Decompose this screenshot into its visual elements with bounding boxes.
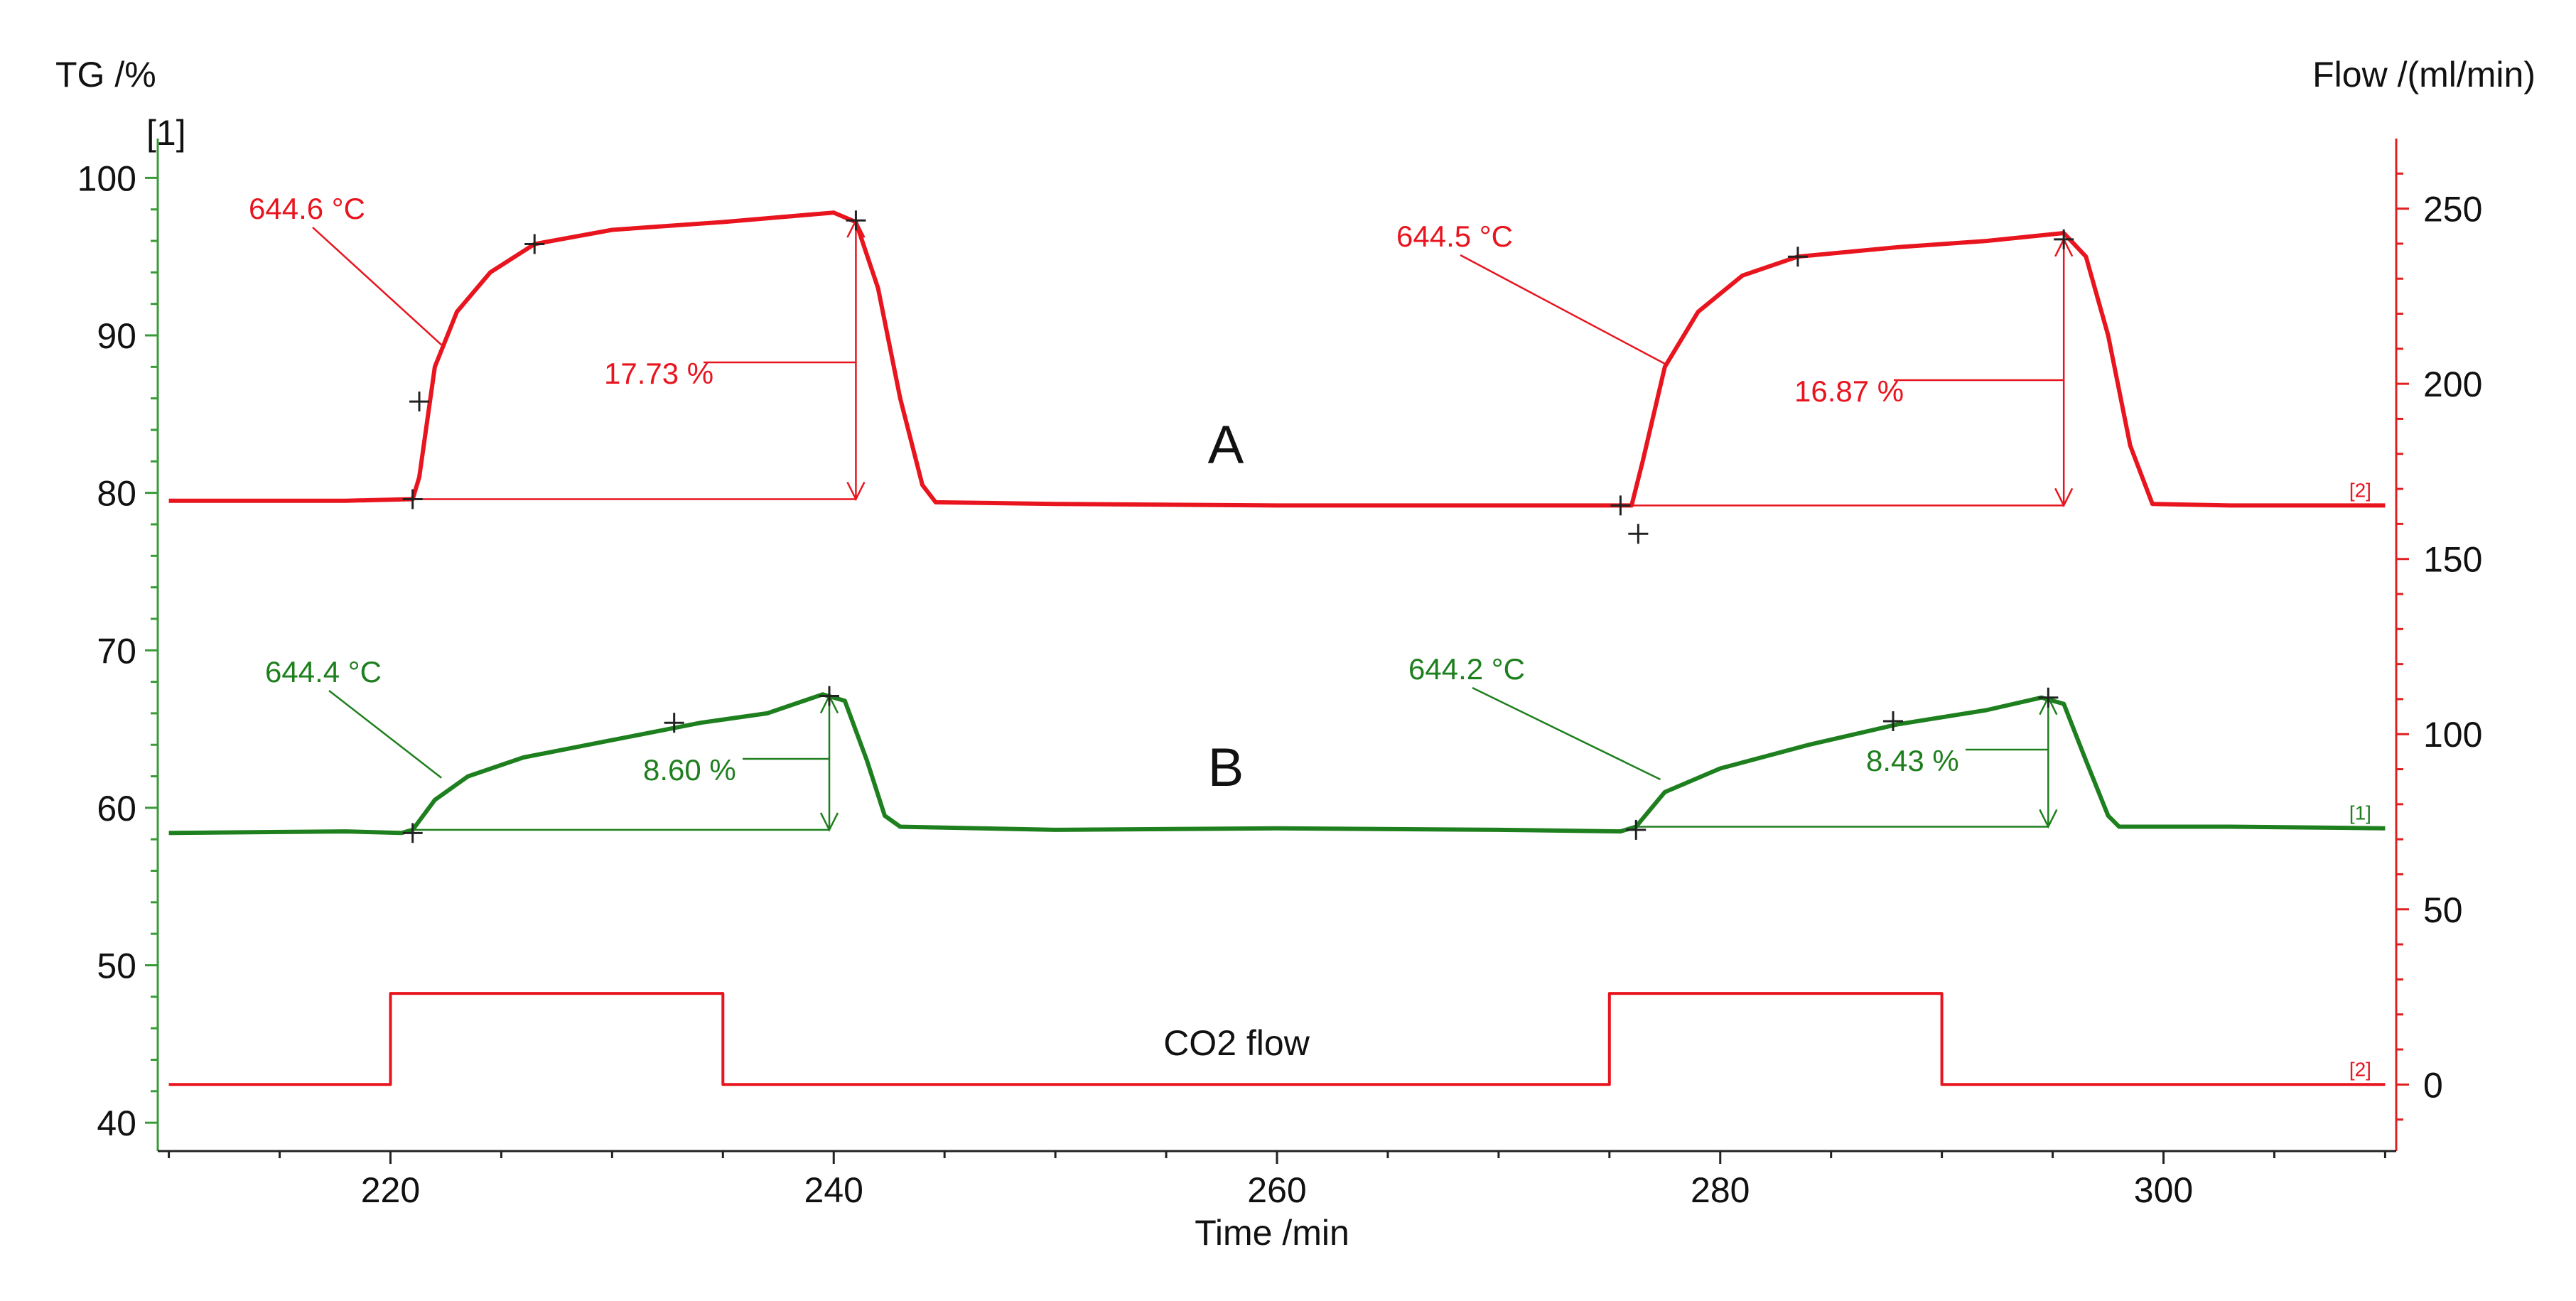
co2-flow-line [168,992,2386,1086]
right-tick-label: 250 [2423,190,2482,230]
onset-leader-line [1460,254,1666,365]
series-label-a: A [1208,415,1244,475]
cross-marker [402,823,423,843]
cross-marker [409,392,430,412]
co2-flow-tag: [2] [2349,1058,2371,1080]
x-axis-title: Time /min [1195,1213,1349,1253]
onset-temperature-label: 644.4 °C [265,655,382,689]
left-tick-label: 70 [97,631,136,671]
right-tick-label: 50 [2423,890,2463,930]
series-b-curve [168,692,2386,836]
left-tick-label: 50 [97,946,136,986]
series-a-curve [168,210,2386,508]
series-a-tag: [2] [2349,479,2371,501]
left-axis-title: TG /% [55,55,156,95]
onset-leader-line [1472,686,1661,781]
cross-marker [1628,524,1649,544]
step-percentage-label: 8.43 % [1866,744,1959,777]
step-percentage-label: 8.60 % [643,753,736,787]
left-axis-sublabel: [1] [146,113,186,153]
cross-marker [819,686,839,706]
cross-marker [402,489,423,509]
x-tick-label: 220 [361,1170,420,1210]
x-tick-label: 240 [804,1170,863,1210]
cross-marker [846,210,866,231]
onset-leader-line [328,690,442,779]
series-label-co2-flow: CO2 flow [1163,1023,1310,1063]
cross-marker [1610,495,1631,516]
cross-marker [1626,819,1647,840]
right-tick-label: 150 [2423,540,2482,580]
left-tick-label: 80 [97,474,136,514]
onset-temperature-label: 644.5 °C [1396,220,1513,253]
onset-leader-line [312,227,443,346]
x-tick-label: 300 [2134,1170,2193,1210]
ticks: 220 240 260 280 300 40 50 60 70 80 90 100 0 50 100 150 2… [77,158,2483,1210]
cross-marker [664,713,684,733]
x-tick-label: 280 [1691,1170,1750,1210]
left-tick-label: 60 [97,789,136,828]
series: [2] [1] [2] [168,210,2386,1086]
cross-marker [2038,687,2059,708]
cross-marker [524,234,545,254]
cross-marker [1787,247,1808,267]
left-tick-label: 90 [97,316,136,356]
left-tick-label: 40 [97,1103,136,1143]
series-b-tag: [1] [2349,802,2371,824]
series-label-b: B [1208,738,1244,798]
cross-marker [2054,229,2074,249]
step-percentage-label: 17.73 % [604,357,713,390]
cross-marker [1883,711,1904,731]
left-tick-label: 100 [77,158,136,198]
x-tick-label: 260 [1247,1170,1306,1210]
onset-temperature-label: 644.6 °C [249,192,365,225]
right-tick-label: 0 [2423,1065,2443,1105]
right-tick-label: 200 [2423,365,2482,404]
right-axis-title: Flow /(ml/min) [2312,55,2535,95]
right-tick-label: 100 [2423,715,2482,755]
step-percentage-label: 16.87 % [1794,374,1904,408]
annotations: 644.6 °C 17.73 % 644.5 °C 16.87 % 644.4 °C 8.… [249,192,2074,843]
onset-temperature-label: 644.2 °C [1408,652,1525,686]
